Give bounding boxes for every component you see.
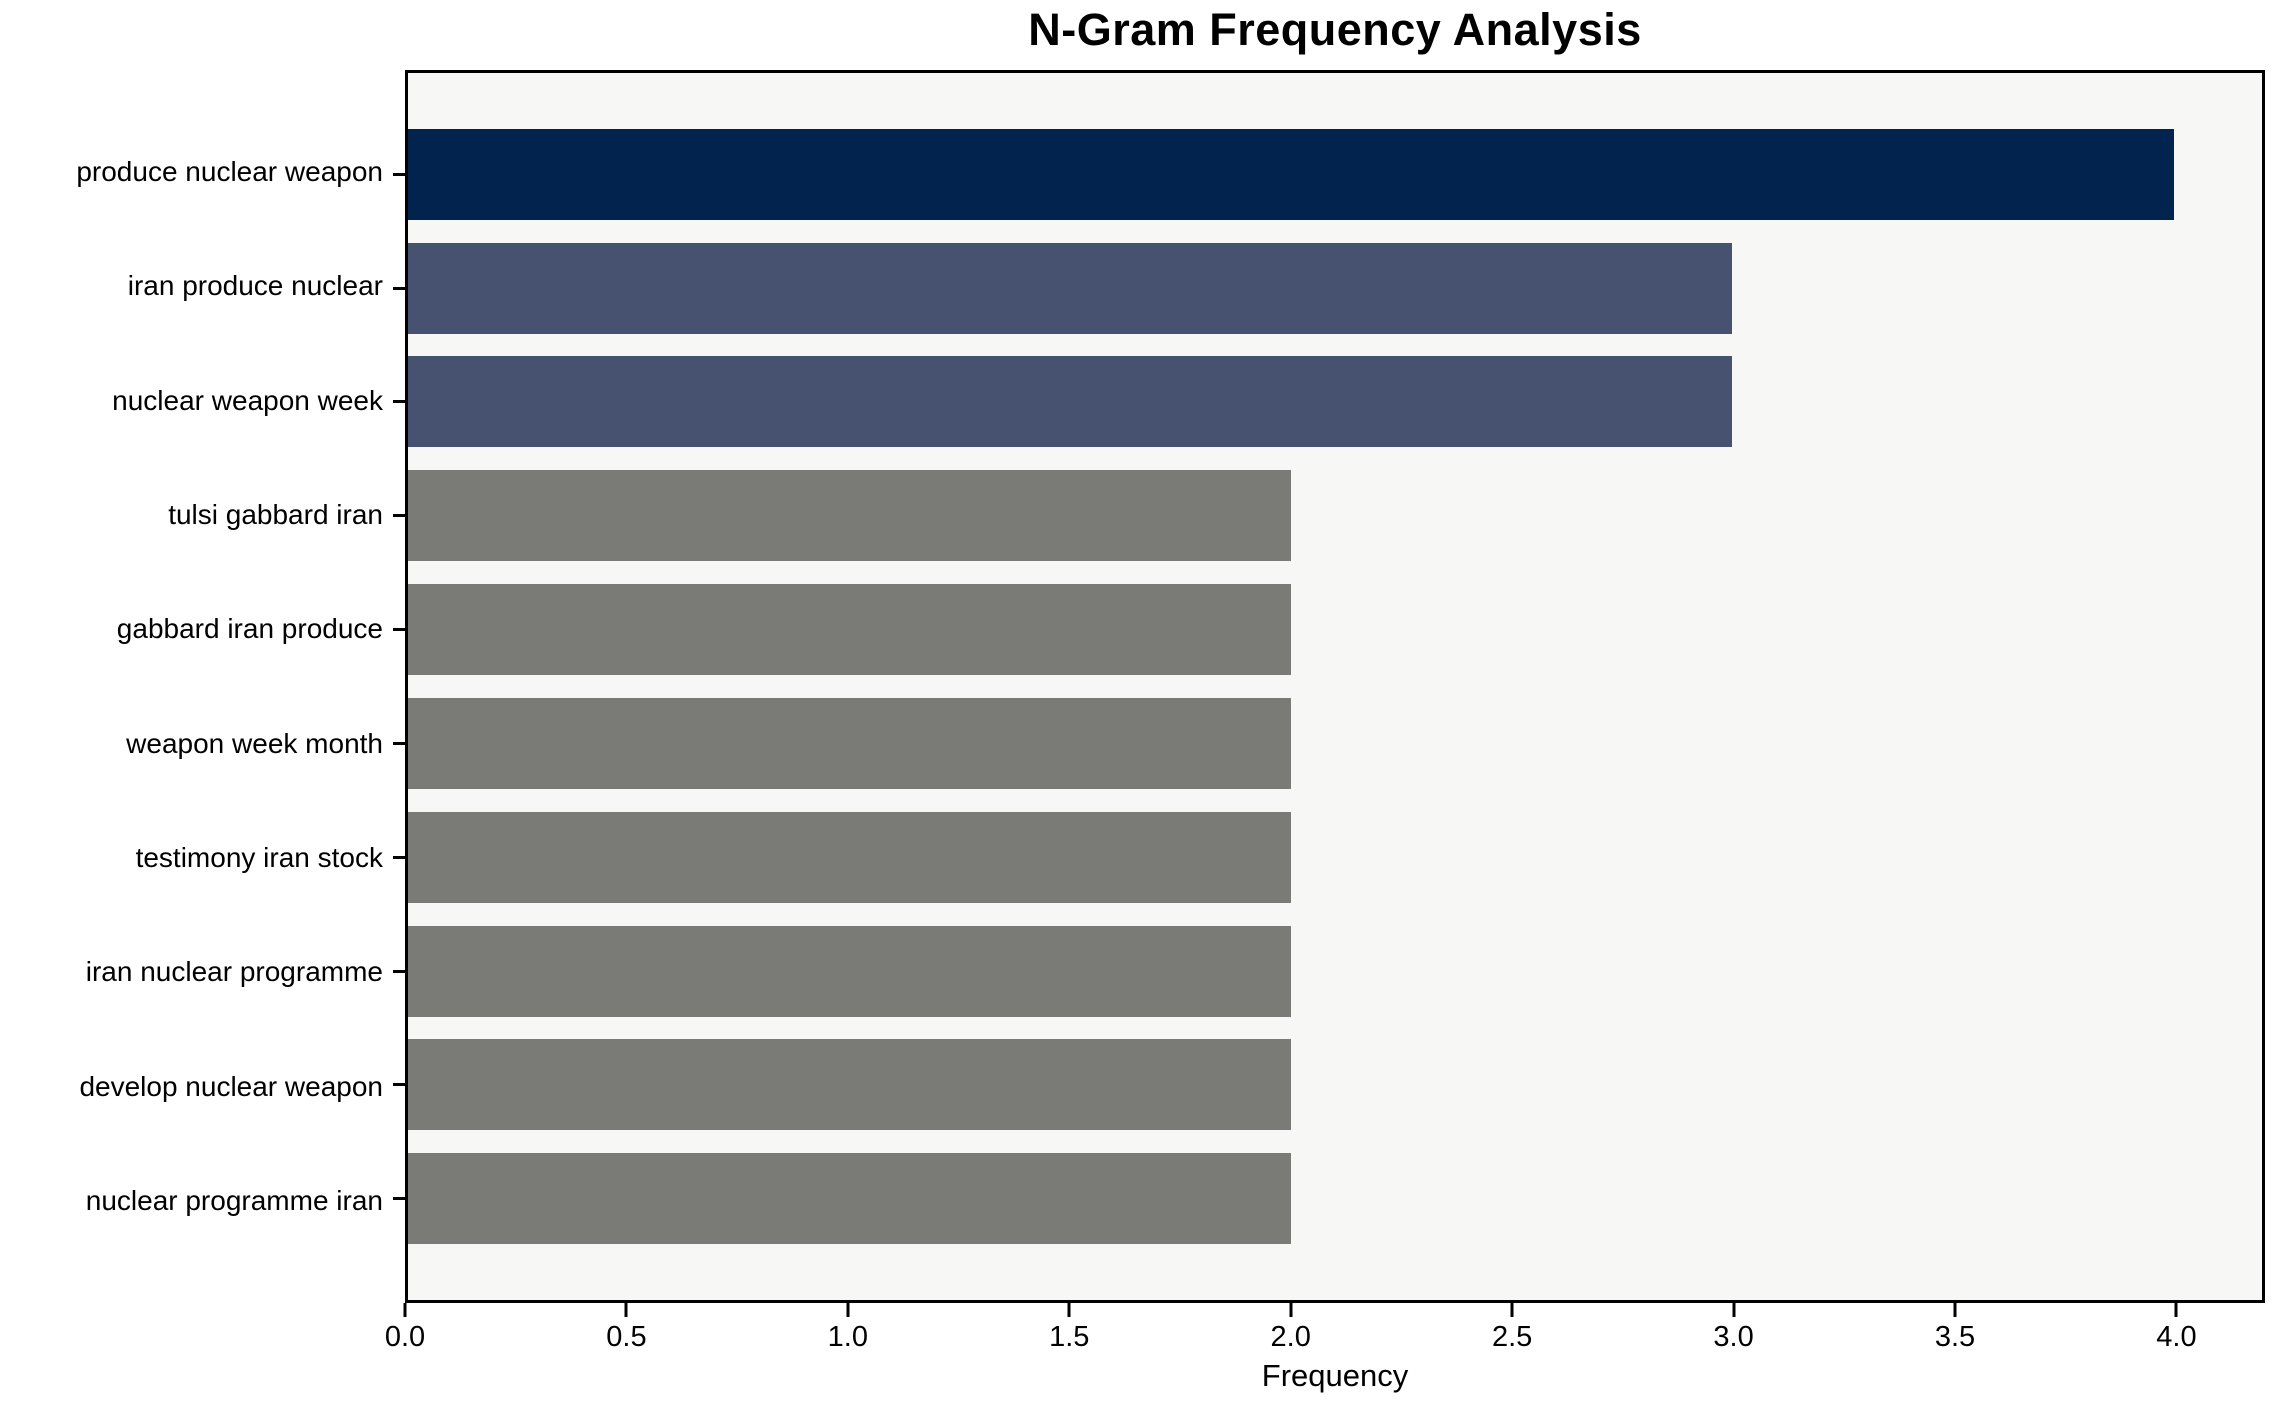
y-tick-label: weapon week month	[126, 727, 383, 759]
x-tick-label: 1.5	[1049, 1321, 1090, 1353]
y-tick-mark	[393, 286, 405, 290]
x-tick-mark	[1732, 1303, 1736, 1317]
x-tick-mark	[1289, 1303, 1293, 1317]
x-tick-mark	[846, 1303, 850, 1317]
y-tick-label: nuclear programme iran	[85, 1185, 383, 1217]
bar	[408, 1039, 1291, 1131]
y-tick-label: iran produce nuclear	[127, 270, 383, 302]
y-tick-mark	[393, 628, 405, 632]
y-tick-mark	[393, 969, 405, 973]
x-tick-mark	[403, 1303, 407, 1317]
x-tick-label: 4.0	[2156, 1321, 2197, 1353]
bar	[408, 470, 1291, 562]
y-tick-mark	[393, 514, 405, 518]
bar	[408, 811, 1291, 903]
y-tick-label: produce nuclear weapon	[76, 155, 383, 187]
y-tick-label: nuclear weapon week	[112, 384, 383, 416]
bar	[408, 697, 1291, 789]
y-tick-label: testimony iran stock	[135, 842, 383, 874]
y-tick-mark	[393, 400, 405, 404]
y-tick-label: tulsi gabbard iran	[168, 498, 383, 530]
y-tick-mark	[393, 1197, 405, 1201]
x-tick-mark	[1067, 1303, 1071, 1317]
x-axis: 0.0 0.5 1.0 1.5 2.0 2.5 3.0 3.5 4.0	[385, 1303, 2265, 1383]
y-tick-mark	[393, 741, 405, 745]
bar	[408, 356, 1733, 448]
x-tick-label: 2.0	[1270, 1321, 1311, 1353]
x-tick-mark	[2174, 1303, 2178, 1317]
y-tick-mark	[393, 855, 405, 859]
x-tick-label: 0.0	[384, 1321, 426, 1353]
x-tick-label: 3.5	[1934, 1321, 1976, 1353]
bar	[408, 584, 1291, 676]
plot-area	[393, 70, 2265, 1303]
y-axis-labels: produce nuclear weapon iran produce nucle…	[0, 70, 383, 1303]
x-tick-mark	[1510, 1303, 1514, 1317]
x-tick-label: 2.5	[1491, 1321, 1533, 1353]
y-tick-label: iran nuclear programme	[85, 956, 383, 988]
chart-title: N-Gram Frequency Analysis	[1028, 4, 1642, 55]
y-tick-mark	[393, 1083, 405, 1087]
y-tick-label: develop nuclear weapon	[79, 1070, 383, 1102]
x-tick-label: 0.5	[606, 1321, 647, 1353]
bar	[408, 242, 1733, 334]
y-tick-mark	[393, 172, 405, 176]
x-tick-label: 1.0	[827, 1321, 869, 1353]
x-axis-title: Frequency	[1261, 1358, 1409, 1393]
y-tick-label: gabbard iran produce	[116, 613, 383, 645]
bar	[408, 128, 2174, 220]
bar	[408, 925, 1291, 1017]
x-tick-label: 3.0	[1713, 1321, 1754, 1353]
bar	[408, 1153, 1291, 1245]
x-tick-mark	[1953, 1303, 1957, 1317]
x-tick-mark	[624, 1303, 628, 1317]
